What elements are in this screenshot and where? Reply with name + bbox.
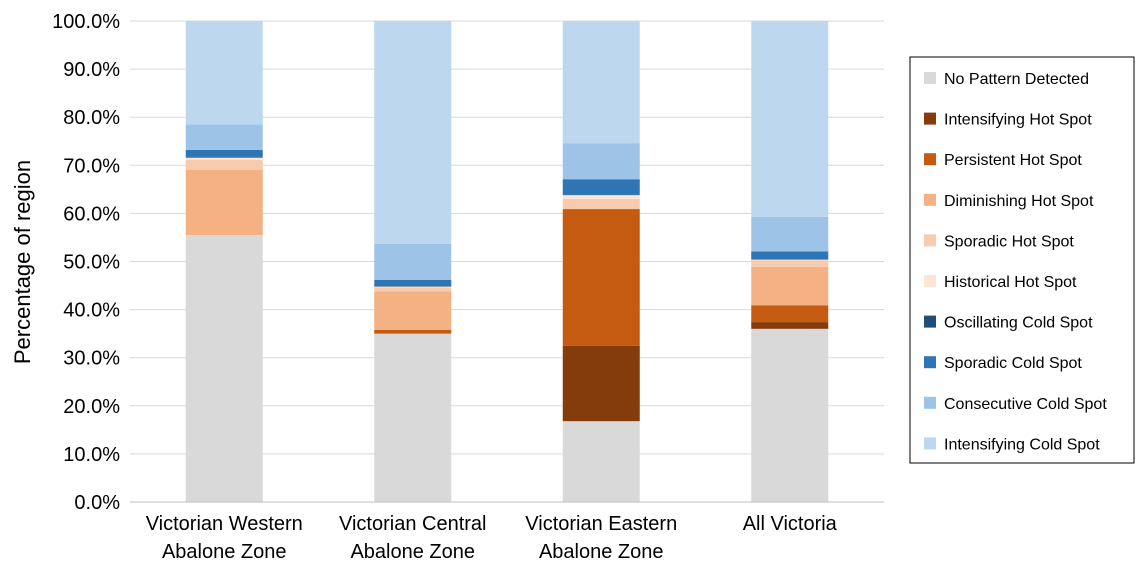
bar-segment	[374, 21, 452, 244]
legend-swatch	[924, 112, 936, 125]
legend-label: Sporadic Cold Spot	[944, 355, 1082, 372]
legend-swatch	[924, 193, 936, 206]
bar-segment	[562, 143, 640, 180]
legend-swatch	[924, 72, 936, 84]
bar-segment	[562, 198, 640, 210]
bar-segment	[185, 235, 263, 503]
bar-segment	[374, 243, 452, 280]
bar-segment	[751, 251, 829, 260]
y-tick-label: 50.0%	[63, 252, 120, 274]
bar-segment	[185, 157, 263, 161]
x-category-label: Abalone Zone	[350, 541, 475, 563]
x-category-label: Abalone Zone	[162, 541, 287, 563]
legend-swatch	[924, 396, 936, 409]
legend-swatch	[924, 153, 936, 166]
legend-label: Historical Hot Spot	[944, 274, 1077, 291]
bar-segment	[751, 259, 829, 261]
bar-segment	[751, 216, 829, 252]
x-category-label: Victorian Central	[339, 513, 486, 535]
y-tick-label: 10.0%	[63, 444, 120, 466]
bar-segment	[562, 195, 640, 199]
legend-label: Persistent Hot Spot	[944, 152, 1082, 169]
legend-swatch	[924, 315, 936, 328]
bar-segment	[562, 209, 640, 346]
x-axis-categories: Victorian Western Abalone Zone Victorian C…	[146, 513, 838, 563]
bar-segment	[751, 266, 829, 306]
bar-segment	[751, 305, 829, 323]
x-category-label: Victorian Eastern	[525, 513, 677, 535]
legend-swatch	[924, 234, 936, 247]
bar-segment	[562, 179, 640, 195]
y-tick-label: 20.0%	[63, 396, 120, 418]
bar-segment	[185, 160, 263, 170]
bar-segment	[374, 287, 452, 292]
x-category-label: Victorian Western	[146, 513, 303, 535]
y-tick-label: 40.0%	[63, 300, 120, 322]
legend-label: No Pattern Detected	[944, 71, 1089, 88]
y-tick-label: 0.0%	[74, 492, 120, 514]
bar-segment	[185, 169, 263, 236]
bar-segment	[562, 345, 640, 422]
legend-label: Intensifying Hot Spot	[944, 112, 1092, 129]
bar-segment	[562, 421, 640, 502]
legend-label: Oscillating Cold Spot	[944, 315, 1093, 332]
bar-segment	[374, 279, 452, 287]
y-tick-label: 80.0%	[63, 107, 120, 129]
legend-swatch	[924, 437, 936, 450]
x-category-label: All Victoria	[743, 513, 838, 535]
bar-segment	[751, 260, 829, 267]
legend-label: Intensifying Cold Spot	[944, 436, 1100, 453]
bar-segment	[185, 124, 263, 150]
y-axis-ticks: 0.0% 10.0% 20.0% 30.0% 40.0% 50.0% 60.0% 70.0% 8…	[52, 11, 120, 514]
bar-segment	[751, 328, 829, 502]
bar-segment	[562, 21, 640, 144]
y-axis-label: Percentage of region	[10, 160, 35, 364]
bar-segment	[185, 156, 263, 158]
bar-segment	[185, 21, 263, 125]
legend-label: Consecutive Cold Spot	[944, 396, 1107, 413]
bar-segment	[751, 21, 829, 217]
legend: No Pattern Detected Intensifying Hot Spot…	[909, 56, 1135, 464]
legend-swatch	[924, 356, 936, 369]
bar-segment	[751, 322, 829, 329]
bar-segment	[185, 149, 263, 157]
bars	[185, 21, 829, 503]
legend-swatch	[924, 275, 936, 287]
y-tick-label: 60.0%	[63, 203, 120, 225]
bar-segment	[374, 329, 452, 334]
bar-segment	[374, 333, 452, 502]
legend-label: Sporadic Hot Spot	[944, 233, 1074, 250]
y-tick-label: 90.0%	[63, 59, 120, 81]
y-tick-label: 100.0%	[52, 11, 120, 33]
bar-segment	[374, 286, 452, 288]
x-category-label: Abalone Zone	[539, 541, 664, 563]
legend-label: Diminishing Hot Spot	[944, 193, 1094, 210]
y-tick-label: 30.0%	[63, 348, 120, 370]
bar-segment	[374, 291, 452, 330]
y-tick-label: 70.0%	[63, 155, 120, 177]
legend-box	[909, 56, 1135, 464]
